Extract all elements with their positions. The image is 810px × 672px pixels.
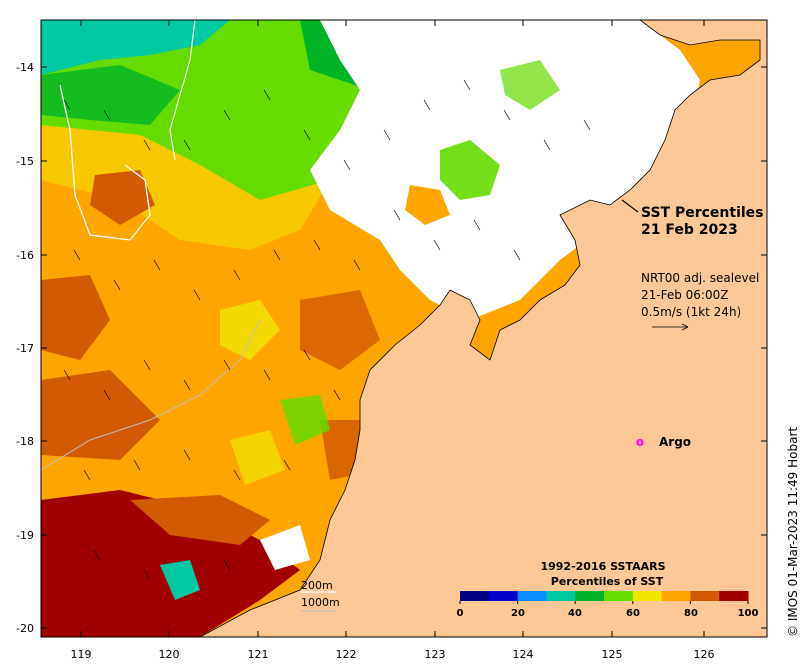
currents-source: NRT00 adj. sealevel — [641, 271, 759, 285]
map-area — [41, 20, 767, 637]
lat-tick: -14 — [16, 61, 34, 74]
warm-eddy — [90, 170, 155, 225]
map-date: 21 Feb 2023 — [641, 222, 738, 238]
patch-orange — [405, 185, 450, 225]
lon-tick: 122 — [336, 648, 357, 661]
legend-tick: 100 — [738, 608, 759, 619]
legend-swatch — [690, 591, 720, 601]
legend-tick: 40 — [568, 608, 582, 619]
cloud-gap-south — [260, 525, 310, 570]
argo-label: Argo — [659, 435, 691, 449]
legend-tick: 20 — [511, 608, 525, 619]
dark-green-zone-west — [41, 65, 180, 125]
lat-tick: -19 — [16, 529, 34, 542]
legend-swatch — [517, 591, 547, 601]
map-title: SST Percentiles — [641, 205, 764, 221]
patch-green-2 — [500, 60, 560, 110]
lat-tick: -18 — [16, 435, 34, 448]
credit-text: © IMOS 01-Mar-2023 11:49 Hobart — [786, 427, 800, 637]
depth-label-200m: 200m — [301, 579, 333, 592]
map-frame — [40, 19, 768, 638]
legend-swatch — [719, 591, 749, 601]
lon-tick: 124 — [513, 648, 534, 661]
lat-tick: -17 — [16, 342, 34, 355]
lat-tick: -20 — [16, 622, 34, 635]
legend-title: 1992-2016 SSTAARS — [540, 560, 665, 573]
depth-label-1000m: 1000m — [301, 596, 340, 609]
patch-green-south — [280, 395, 330, 445]
contour-200m — [59, 84, 151, 241]
legend-swatch — [604, 591, 634, 601]
legend-swatch — [546, 591, 576, 601]
legend-swatch — [661, 591, 691, 601]
lon-tick: 121 — [248, 648, 269, 661]
legend-tick: 80 — [684, 608, 698, 619]
patch-yellow-south — [220, 300, 280, 360]
yellow-zone — [41, 125, 330, 250]
teal-zone — [41, 20, 230, 75]
patch-yellow-south-2 — [230, 430, 285, 485]
warm-patch-west — [41, 275, 110, 360]
lon-axis: 119 120 121 122 123 124 125 126 — [71, 20, 715, 661]
patch-green — [440, 140, 500, 200]
currents-scale: 0.5m/s (1kt 24h) — [641, 305, 741, 319]
lon-tick: 125 — [602, 648, 623, 661]
legend-tick: 60 — [626, 608, 640, 619]
title-pointer — [621, 199, 639, 213]
lon-tick: 120 — [159, 648, 180, 661]
currents-time: 21-Feb 06:00Z — [641, 288, 728, 302]
contour-1000m — [169, 20, 196, 161]
cloud-gap-northeast — [310, 20, 700, 320]
scale-arrow — [652, 323, 689, 331]
contour-grey — [41, 319, 261, 471]
land-australia — [199, 20, 767, 637]
percentile-legend: 1992-2016 SSTAARS Percentiles of SST 0 2… — [457, 560, 759, 619]
current-vectors — [63, 79, 591, 581]
legend-subtitle: Percentiles of SST — [551, 575, 664, 588]
lat-axis: -14 -15 -16 -17 -18 -19 -20 — [16, 61, 767, 635]
lat-tick: -15 — [16, 155, 34, 168]
warm-patch-mid — [300, 290, 380, 370]
legend-swatch — [460, 591, 490, 601]
legend-swatch — [575, 591, 605, 601]
lat-tick: -16 — [16, 249, 34, 262]
argo-marker: o — [636, 435, 644, 449]
lon-tick: 119 — [71, 648, 92, 661]
legend-tick: 0 — [457, 608, 464, 619]
lon-tick: 126 — [694, 648, 715, 661]
cool-spot-south — [160, 560, 200, 600]
legend-colorbar — [459, 591, 749, 604]
warm-band-south — [130, 495, 270, 545]
lon-tick: 123 — [425, 648, 446, 661]
legend-swatch — [632, 591, 663, 601]
warm-patch-west-2 — [41, 370, 160, 460]
legend-swatch — [488, 591, 519, 601]
